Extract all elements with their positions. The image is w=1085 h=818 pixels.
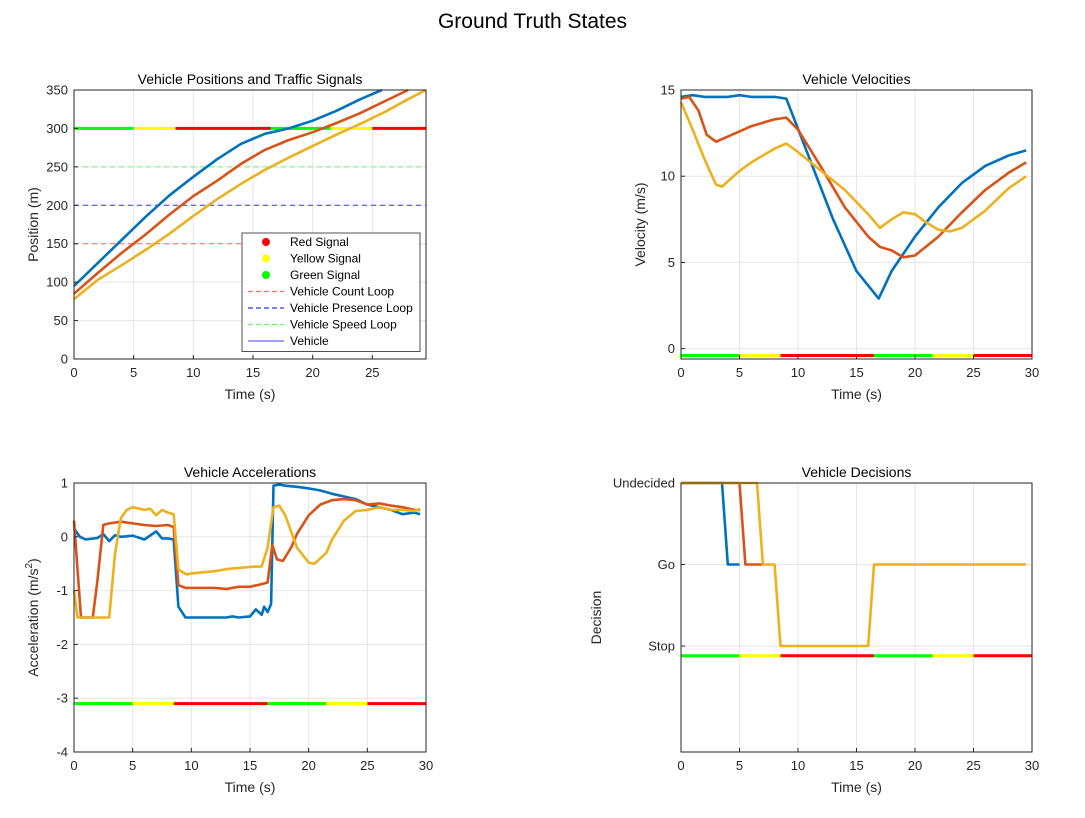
series-line-3 bbox=[72, 504, 421, 619]
y-tick-label: Stop bbox=[648, 639, 675, 654]
y-tick-label: 350 bbox=[46, 83, 68, 98]
x-axis-label: Time (s) bbox=[225, 779, 276, 795]
x-tick-label: 20 bbox=[305, 365, 319, 380]
legend-label: Vehicle Speed Loop bbox=[290, 318, 397, 332]
legend-label: Vehicle Presence Loop bbox=[290, 301, 413, 315]
chart-title: Vehicle Velocities bbox=[802, 71, 910, 87]
x-tick-label: 15 bbox=[243, 758, 257, 773]
x-tick-label: 10 bbox=[791, 758, 805, 773]
y-tick-label: 100 bbox=[46, 275, 68, 290]
x-tick-label: 0 bbox=[677, 758, 684, 773]
y-tick-label: -4 bbox=[56, 745, 68, 760]
x-tick-label: 5 bbox=[736, 365, 743, 380]
chart-decisions: 0 5 10 15 20 25 30 Stop Go Undecided Vehicle Decis… bbox=[588, 464, 1039, 795]
y-tick-label: 250 bbox=[46, 159, 68, 174]
series-line-1 bbox=[680, 93, 1027, 300]
legend-label: Yellow Signal bbox=[290, 252, 361, 266]
y-tick-label: 50 bbox=[54, 313, 68, 328]
chart-title: Vehicle Decisions bbox=[802, 464, 912, 480]
x-tick-label: 5 bbox=[130, 365, 137, 380]
y-tick-label: Undecided bbox=[613, 476, 675, 491]
legend-marker bbox=[262, 254, 270, 263]
legend-marker bbox=[262, 238, 270, 246]
y-tick-label: Go bbox=[658, 557, 675, 572]
x-tick-label: 0 bbox=[677, 365, 684, 380]
x-tick-label: 15 bbox=[849, 758, 863, 773]
y-tick-label: 150 bbox=[46, 236, 68, 251]
x-tick-label: 30 bbox=[1025, 365, 1039, 380]
x-tick-label: 30 bbox=[1025, 758, 1039, 773]
x-tick-label: 10 bbox=[791, 365, 805, 380]
y-tick-label: 1 bbox=[61, 476, 68, 491]
series-line-3 bbox=[681, 481, 1027, 648]
legend-box bbox=[241, 232, 421, 352]
y-tick-label: 5 bbox=[668, 255, 675, 270]
y-tick-label: 0 bbox=[61, 352, 68, 367]
series-line-1 bbox=[73, 88, 383, 287]
x-tick-label: 15 bbox=[849, 365, 863, 380]
x-axis-label: Time (s) bbox=[831, 779, 882, 795]
series-line-1 bbox=[72, 483, 421, 619]
y-tick-label: -2 bbox=[56, 637, 68, 652]
x-tick-label: 15 bbox=[246, 365, 260, 380]
y-axis-label: Acceleration (m/s2) bbox=[24, 558, 41, 676]
x-tick-label: 5 bbox=[736, 758, 743, 773]
y-tick-label: 300 bbox=[46, 121, 68, 136]
y-tick-label: 10 bbox=[661, 169, 675, 184]
y-tick-label: 0 bbox=[668, 341, 675, 356]
x-tick-label: 10 bbox=[184, 758, 198, 773]
y-tick-label: -1 bbox=[56, 583, 68, 598]
x-tick-label: 25 bbox=[966, 365, 980, 380]
chart-legend: Red Signal Yellow Signal Green Signal Vehic… bbox=[241, 232, 421, 352]
axes-frame bbox=[73, 89, 427, 360]
legend-marker bbox=[262, 271, 270, 279]
x-tick-label: 20 bbox=[301, 758, 315, 773]
y-tick-label: -3 bbox=[56, 691, 68, 706]
x-tick-label: 10 bbox=[186, 365, 200, 380]
chart-title: Vehicle Accelerations bbox=[184, 464, 316, 480]
x-tick-label: 0 bbox=[70, 365, 77, 380]
legend-label: Vehicle Count Loop bbox=[290, 285, 394, 299]
series-line-3 bbox=[73, 88, 427, 301]
x-tick-label: 0 bbox=[70, 758, 77, 773]
chart-velocities: 0 5 10 15 20 25 30 0 5 10 15 Vehicle Velocities Time… bbox=[632, 71, 1039, 402]
figure-title: Ground Truth States bbox=[437, 10, 628, 33]
series-line-3 bbox=[679, 101, 1027, 233]
x-tick-label: 30 bbox=[419, 758, 433, 773]
y-tick-label: 0 bbox=[61, 529, 68, 544]
x-tick-label: 20 bbox=[908, 758, 922, 773]
x-tick-label: 25 bbox=[365, 365, 379, 380]
x-tick-label: 25 bbox=[966, 758, 980, 773]
x-axis-label: Time (s) bbox=[831, 386, 882, 402]
x-tick-label: 20 bbox=[908, 365, 922, 380]
chart-accelerations: 0 5 10 15 20 25 30 -4 -3 -2 -1 0 1 Vehicle Accelerati… bbox=[24, 464, 433, 795]
y-axis-label: Velocity (m/s) bbox=[632, 182, 648, 266]
y-axis-label: Decision bbox=[588, 591, 604, 645]
y-axis-label-superscript: 2 bbox=[24, 563, 35, 569]
series-line-1 bbox=[681, 481, 740, 566]
x-tick-label: 5 bbox=[129, 758, 136, 773]
y-axis-label-base: Acceleration (m/s bbox=[25, 569, 41, 677]
y-axis-label: Position (m) bbox=[25, 187, 41, 262]
y-tick-label: 15 bbox=[661, 83, 675, 98]
chart-title: Vehicle Positions and Traffic Signals bbox=[138, 71, 363, 87]
x-axis-label: Time (s) bbox=[225, 386, 276, 402]
y-axis-label-end: ) bbox=[25, 558, 41, 563]
series-line-2 bbox=[73, 88, 409, 295]
y-tick-label: 200 bbox=[46, 198, 68, 213]
legend-label: Red Signal bbox=[290, 235, 349, 249]
series-line-2 bbox=[680, 95, 1027, 259]
legend-label: Vehicle bbox=[290, 334, 329, 348]
series-line-2 bbox=[72, 497, 421, 619]
x-tick-label: 25 bbox=[360, 758, 374, 773]
legend-label: Green Signal bbox=[290, 268, 360, 282]
